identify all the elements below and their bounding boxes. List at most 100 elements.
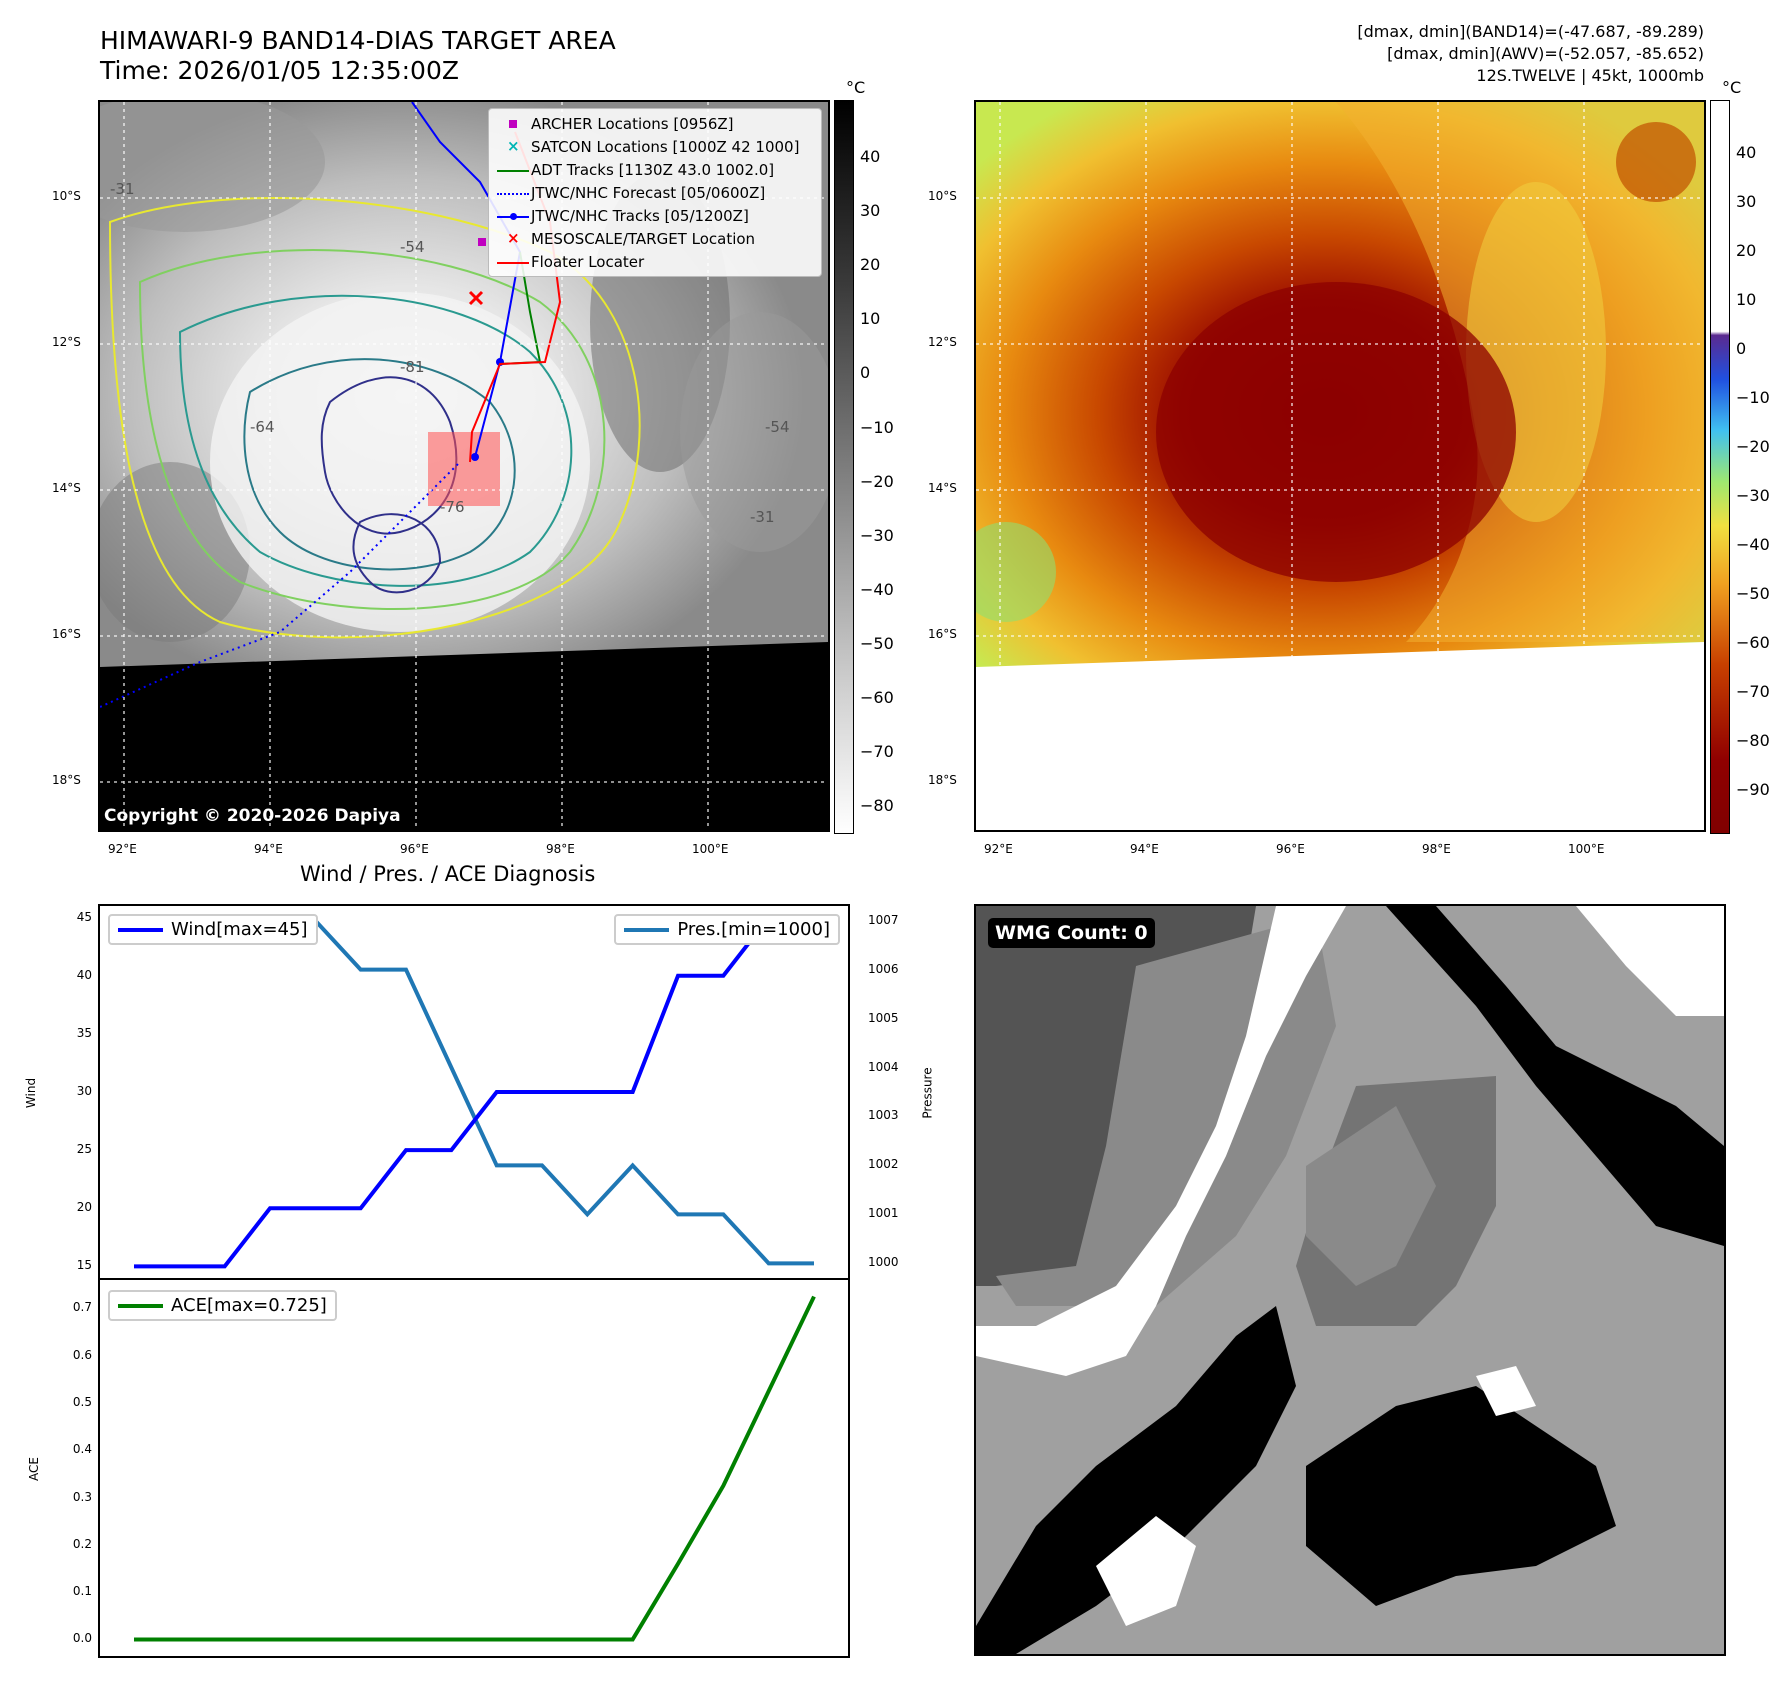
lon-tick-label: 98°E (546, 842, 575, 856)
pressure-y-tick-label: 1006 (868, 961, 899, 976)
legend-symbol-icon: × (507, 136, 520, 155)
timestamp: Time: 2026/01/05 12:35:00Z (100, 56, 459, 85)
ace-chart: ACE[max=0.725] (98, 1278, 850, 1658)
lat-tick-label: 12°S (928, 335, 957, 349)
awv-colorbar-tick: 30 (1736, 192, 1757, 211)
wind-legend: Wind[max=45] (108, 914, 318, 945)
awv-colorbar-tick: −80 (1736, 731, 1770, 750)
lat-tick-label: 12°S (52, 335, 81, 349)
wind-pressure-plot (133, 915, 815, 1269)
lon-tick-label: 96°E (1276, 842, 1305, 856)
lon-tick-label: 94°E (1130, 842, 1159, 856)
wind-y-tick-label: 25 (76, 1142, 92, 1157)
legend-item: Floater Locater (495, 250, 815, 273)
wind-axis-label: Wind (24, 1077, 39, 1109)
pressure-y-tick-label: 1004 (868, 1059, 899, 1074)
band14-range: [dmax, dmin](BAND14)=(-47.687, -89.289) (1357, 22, 1704, 41)
wind-y-tick-label: 20 (76, 1200, 92, 1215)
legend-label: Floater Locater (531, 252, 645, 271)
legend-item: JTWC/NHC Forecast [05/0600Z] (495, 181, 815, 204)
legend-label: MESOSCALE/TARGET Location (531, 229, 756, 248)
awv-map-image (976, 102, 1704, 830)
contour-label: -31 (110, 180, 135, 198)
awv-colorbar-tick: 10 (1736, 290, 1757, 309)
track-legend: ARCHER Locations [0956Z] × SATCON Location… (488, 108, 822, 277)
lat-tick-label: 14°S (928, 481, 957, 495)
gray-colorbar-tick: −50 (860, 633, 894, 653)
lon-tick-label: 92°E (984, 842, 1013, 856)
legend-symbol-icon (495, 114, 531, 134)
ace-y-tick-label: 0.5 (72, 1394, 92, 1409)
pressure-y-tick-label: 1005 (868, 1010, 899, 1025)
pressure-legend: Pres.[min=1000] (614, 914, 840, 945)
awv-colorbar-tick: 0 (1736, 339, 1747, 358)
pressure-legend-label: Pres.[min=1000] (677, 919, 830, 940)
ace-legend: ACE[max=0.725] (108, 1290, 337, 1321)
lat-tick-label: 10°S (928, 189, 957, 203)
wind-y-tick-label: 30 (76, 1084, 92, 1098)
contour-label: -81 (400, 358, 425, 376)
awv-colorbar-tick: −70 (1736, 682, 1770, 701)
gray-colorbar-tick: −70 (860, 742, 894, 762)
contour-label: -76 (440, 498, 465, 516)
legend-item: JTWC/NHC Tracks [05/1200Z] (495, 204, 815, 227)
awv-colorbar-unit: °C (1722, 78, 1742, 97)
lon-tick-label: 96°E (400, 842, 429, 856)
ace-legend-swatch (118, 1303, 163, 1308)
gray-colorbar-tick: −60 (860, 688, 894, 707)
wind-series-line (134, 915, 814, 1269)
lon-tick-label: 92°E (108, 842, 137, 856)
awv-colorbar-tick: 20 (1736, 241, 1757, 260)
awv-colorbar-tick: 40 (1736, 143, 1757, 162)
awv-map-panel[interactable] (974, 100, 1706, 832)
gray-colorbar-tick: −30 (860, 525, 894, 545)
copyright-text: Copyright © 2020-2026 Dapiya (104, 806, 401, 826)
contour-label: -54 (400, 238, 425, 256)
contour-label: -64 (250, 418, 275, 436)
pressure-y-tick-label: 1000 (868, 1255, 899, 1270)
wind-y-tick-label: 40 (76, 967, 92, 982)
gray-colorbar-unit: °C (846, 78, 866, 97)
wind-y-tick-label: 45 (76, 909, 92, 924)
legend-symbol-icon (495, 160, 531, 180)
pressure-y-tick-label: 1003 (868, 1108, 899, 1123)
legend-label: ADT Tracks [1130Z 43.0 1002.0] (531, 160, 775, 179)
wmg-image (976, 906, 1724, 1654)
gray-colorbar-tick: −80 (860, 796, 894, 816)
pressure-series-line (134, 918, 814, 1266)
ir-map-panel[interactable]: -31 -54 -64 -76 -81 -54 -31 ARCHER Locations [… (98, 100, 830, 832)
wind-y-tick-label: 15 (76, 1258, 92, 1273)
awv-colorbar-tick: −40 (1736, 535, 1770, 554)
awv-colorbar-tick: −30 (1736, 486, 1770, 505)
pressure-y-tick-label: 1001 (868, 1206, 899, 1221)
awv-colorbar-tick: −20 (1736, 437, 1770, 456)
pressure-axis-label: Pressure (920, 1067, 935, 1119)
awv-colorbar-tick: −90 (1736, 780, 1770, 799)
legend-item: ADT Tracks [1130Z 43.0 1002.0] (495, 158, 815, 181)
lat-tick-label: 16°S (928, 627, 957, 641)
legend-symbol-icon (495, 252, 531, 272)
ace-legend-label: ACE[max=0.725] (171, 1295, 327, 1316)
gray-colorbar-tick: 40 (860, 147, 881, 166)
awv-range: [dmax, dmin](AWV)=(-52.057, -85.652) (1387, 44, 1704, 63)
awv-colorbar-tick: −10 (1736, 388, 1770, 407)
lat-tick-label: 10°S (52, 189, 81, 203)
wind-legend-swatch (118, 927, 163, 932)
lat-tick-label: 18°S (52, 773, 81, 787)
ace-y-tick-label: 0.3 (72, 1489, 92, 1504)
awv-colorbar (1710, 100, 1730, 834)
pressure-y-tick-label: 1007 (868, 912, 899, 927)
gray-colorbar-tick: 0 (860, 363, 871, 383)
diagnosis-title: Wind / Pres. / ACE Diagnosis (300, 862, 596, 886)
ace-y-tick-label: 0.7 (72, 1300, 92, 1315)
gray-colorbar-tick: 10 (860, 309, 881, 329)
gray-colorbar-tick: 20 (860, 255, 881, 275)
legend-symbol-icon: × (507, 228, 520, 247)
lon-tick-label: 100°E (692, 842, 729, 856)
ace-y-tick-label: 0.2 (72, 1536, 92, 1551)
contour-label: -54 (765, 418, 790, 436)
wmg-panel[interactable]: WMG Count: 0 (974, 904, 1726, 1656)
lat-tick-label: 16°S (52, 627, 81, 641)
awv-colorbar-tick: −50 (1736, 584, 1770, 603)
ace-y-tick-label: 0.6 (72, 1347, 92, 1362)
